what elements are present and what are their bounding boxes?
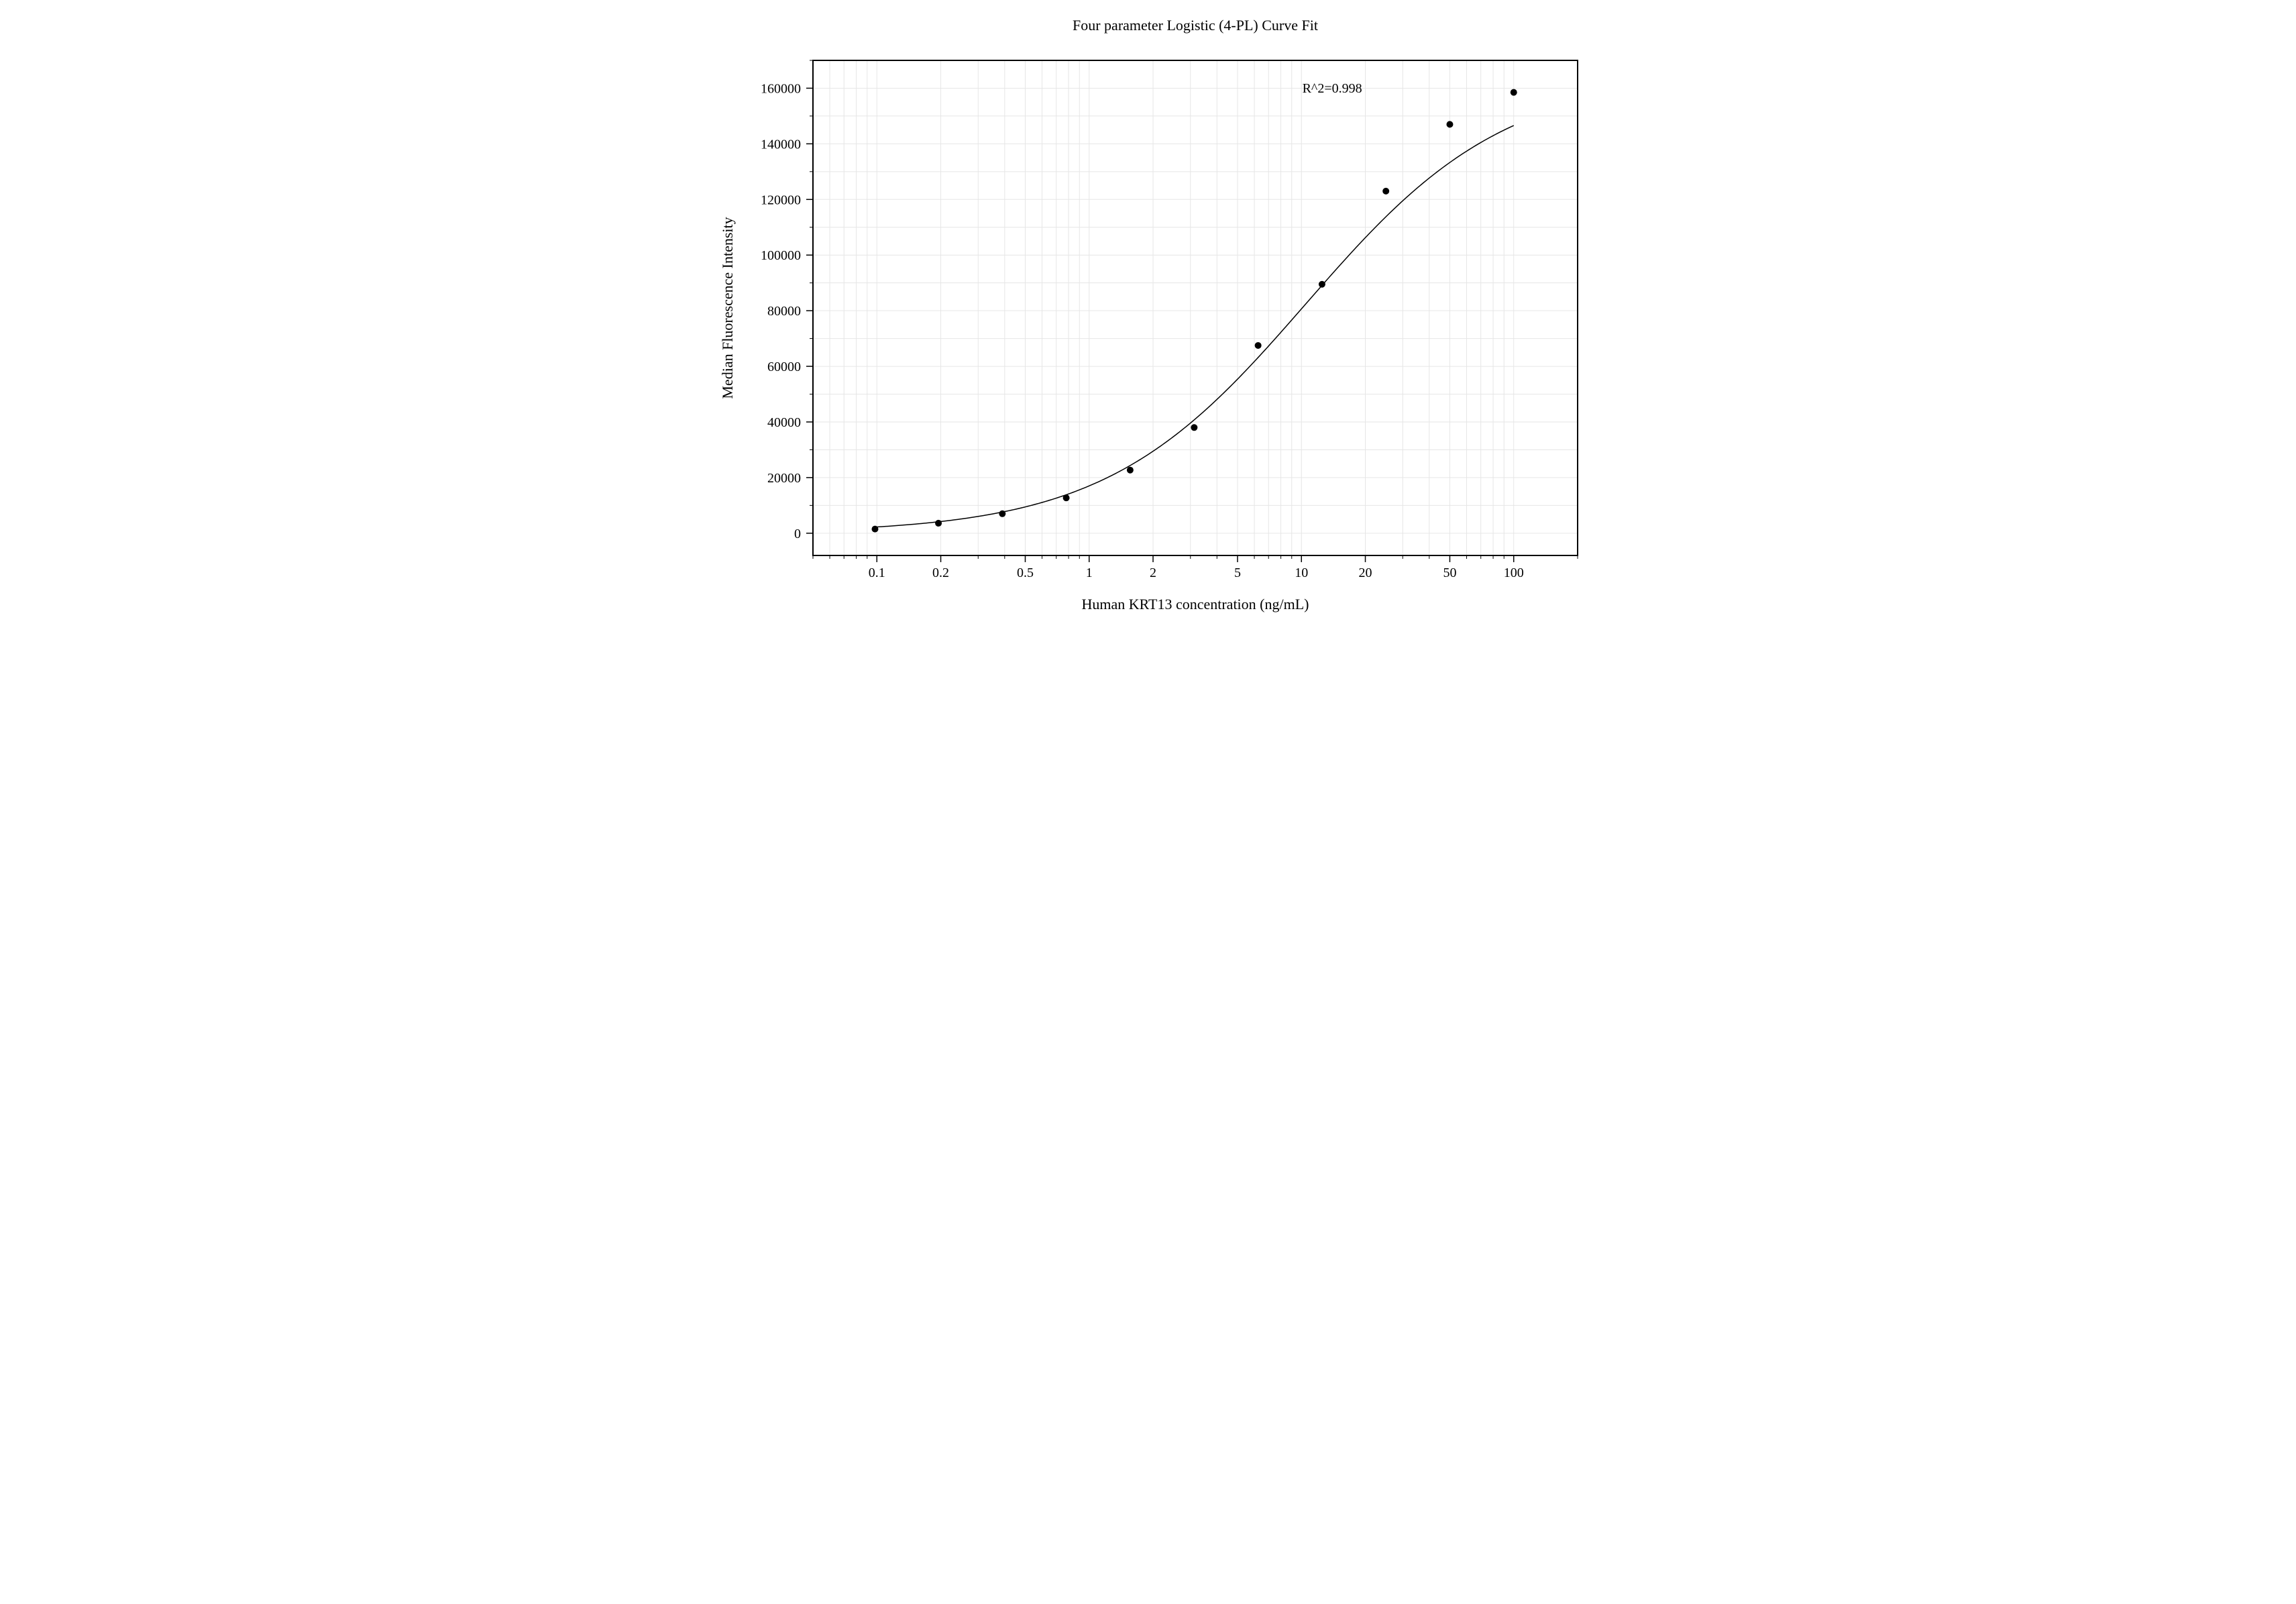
x-tick-label: 5 [1234,566,1240,580]
x-tick-label: 50 [1443,566,1456,580]
chart-background [679,0,1618,656]
data-point [1191,424,1197,431]
y-axis-label: Median Fluorescence Intensity [719,217,736,398]
y-tick-label: 120000 [761,193,801,207]
y-tick-label: 100000 [761,248,801,263]
y-tick-label: 0 [794,527,801,541]
data-point [1382,188,1389,195]
chart-svg: 0.1 0.2 0.5 1 2 5 10 20 50 100 0 20000 40000 60000 800… [679,0,1618,656]
y-tick-label: 80000 [767,304,801,319]
x-tick-label: 10 [1295,566,1308,580]
r-squared-annotation: R^2=0.998 [1302,81,1362,96]
data-point [1446,121,1453,127]
data-point [1318,281,1325,288]
data-point [1254,342,1261,349]
x-tick-label: 0.5 [1016,566,1033,580]
chart-container: 0.1 0.2 0.5 1 2 5 10 20 50 100 0 20000 40000 60000 800… [679,0,1618,656]
x-tick-label: 0.2 [932,566,949,580]
x-tick-label: 100 [1503,566,1523,580]
chart-title: Four parameter Logistic (4-PL) Curve Fit [1073,17,1318,34]
data-point [935,520,942,527]
data-point [1062,494,1069,501]
data-point [1510,89,1517,96]
data-point [999,511,1005,517]
x-tick-label: 1 [1085,566,1092,580]
y-tick-label: 60000 [767,360,801,374]
x-tick-label: 2 [1150,566,1156,580]
y-tick-label: 160000 [761,81,801,96]
y-tick-label: 40000 [767,415,801,430]
y-tick-label: 20000 [767,471,801,486]
x-tick-label: 0.1 [868,566,885,580]
x-axis-label: Human KRT13 concentration (ng/mL) [1081,596,1309,612]
x-tick-label: 20 [1358,566,1372,580]
data-point [871,526,878,533]
data-point [1126,467,1133,474]
y-tick-label: 140000 [761,137,801,152]
